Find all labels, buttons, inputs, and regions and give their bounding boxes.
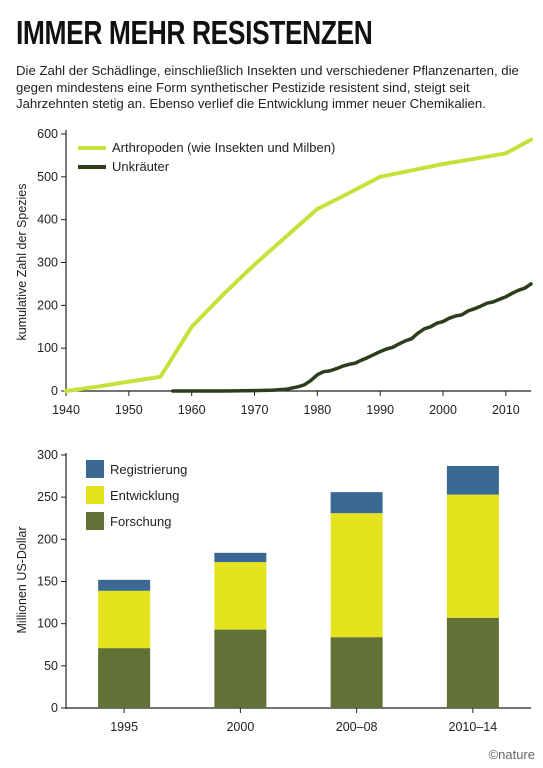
legend-bar: Registrierung Entwicklung Forschung (86, 460, 187, 530)
y-tick-label: 0 (51, 384, 58, 398)
bar-segment-forschung (446, 617, 499, 708)
legend-swatch-forschung (86, 512, 104, 530)
chart-subtitle: Die Zahl der Schädlinge, einschließlich … (16, 63, 519, 111)
series-line-unkraeuter (171, 282, 533, 393)
credit-nature-logo: ©nature (488, 747, 535, 762)
bar-segment-entwicklung (98, 590, 151, 649)
y-tick-label-bar: 50 (44, 659, 58, 673)
y-ticks-bar: 0 50 100 150 200 250 300 (37, 448, 66, 715)
legend: Arthropoden (wie Insekten und Milben) Un… (78, 140, 335, 174)
bar-segment-entwicklung (330, 513, 383, 638)
y-tick-label-bar: 300 (37, 448, 58, 462)
y-tick-label-bar: 0 (51, 701, 58, 715)
y-tick-label: 600 (37, 127, 58, 141)
line-series-group (64, 137, 533, 393)
x-tick-label: 1940 (52, 403, 80, 417)
y-tick-label: 400 (37, 213, 58, 227)
y-tick-label: 100 (37, 341, 58, 355)
legend-label-entwicklung: Entwicklung (110, 488, 179, 503)
y-tick-label: 200 (37, 298, 58, 312)
y-tick-label-bar: 150 (37, 575, 58, 589)
x-ticks-bar: 1995 2000 200–08 2010–14 (110, 708, 497, 734)
bar-segment-forschung (330, 637, 383, 708)
legend-label-forschung: Forschung (110, 514, 171, 529)
y-tick-label-bar: 200 (37, 532, 58, 546)
legend-label-unkraeuter: Unkräuter (112, 159, 170, 174)
bar-segment-registrierung (214, 552, 267, 563)
x-tick-label-bar: 200–08 (336, 720, 378, 734)
y-axis-label: kumulative Zahl der Spezies (15, 183, 29, 340)
x-tick-label-bar: 1995 (110, 720, 138, 734)
bar-chart: 0 50 100 150 200 250 300 1995 2000 200–08 2010–14… (15, 448, 531, 734)
x-ticks: 1940 1950 1960 1970 1980 1990 2000 2010 (52, 391, 520, 417)
chart-title: IMMER MEHR RESISTENZEN (16, 14, 373, 51)
legend-label-arthropoden: Arthropoden (wie Insekten und Milben) (112, 140, 335, 155)
bar-segment-registrierung (98, 579, 151, 591)
bar-segment-registrierung (330, 492, 383, 514)
y-tick-label: 300 (37, 256, 58, 270)
y-tick-label-bar: 250 (37, 490, 58, 504)
x-tick-label: 2010 (492, 403, 520, 417)
y-tick-label-bar: 100 (37, 617, 58, 631)
bar-segment-entwicklung (446, 494, 499, 618)
legend-swatch-registrierung (86, 460, 104, 478)
x-tick-label: 2000 (429, 403, 457, 417)
bar-segment-entwicklung (214, 562, 267, 630)
x-tick-label: 1980 (303, 403, 331, 417)
x-tick-label: 1960 (178, 403, 206, 417)
bars-group (98, 465, 499, 708)
legend-swatch-entwicklung (86, 486, 104, 504)
y-tick-label: 500 (37, 170, 58, 184)
legend-label-registrierung: Registrierung (110, 462, 187, 477)
x-tick-label: 1990 (366, 403, 394, 417)
y-ticks: 0 100 200 300 400 500 600 (37, 127, 66, 398)
line-chart: 0 100 200 300 400 500 600 1940 1950 1960 1970 1980… (15, 127, 533, 417)
series-line-arthropoden (64, 137, 533, 393)
bar-segment-forschung (214, 629, 267, 708)
x-tick-label: 1970 (241, 403, 269, 417)
bar-segment-forschung (98, 648, 151, 708)
x-tick-label-bar: 2000 (226, 720, 254, 734)
x-tick-label: 1950 (115, 403, 143, 417)
bar-segment-registrierung (446, 465, 499, 495)
y-axis-label-bar: Millionen US-Dollar (15, 527, 29, 634)
x-tick-label-bar: 2010–14 (449, 720, 498, 734)
